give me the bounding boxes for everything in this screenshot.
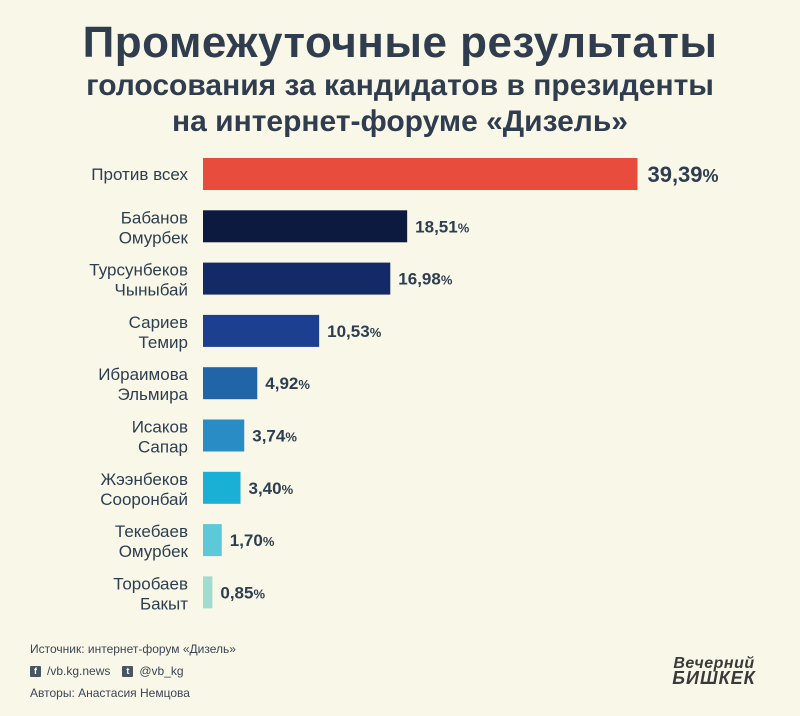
category-label: Сариев Темир — [129, 313, 188, 352]
category-label: Текебаев Омурбек — [115, 522, 189, 561]
authors-text: Авторы: Анастасия Немцова — [30, 686, 190, 700]
value-label: 4,92% — [265, 374, 310, 393]
category-label: Турсунбеков Чыныбай — [89, 261, 188, 300]
value-label: 18,51% — [415, 217, 470, 236]
twitter-icon: t — [122, 665, 134, 677]
bar — [203, 524, 222, 557]
category-label: Торобаев Бакыт — [113, 574, 188, 613]
logo-line-2: БИШКЕК — [672, 668, 756, 688]
bar — [203, 576, 213, 609]
title-line-3: на интернет-форуме «Дизель» — [172, 105, 628, 138]
bar — [203, 314, 320, 347]
bar — [203, 262, 391, 295]
value-label: 16,98% — [398, 270, 453, 289]
category-label: Против всех — [91, 165, 188, 184]
vecherniy-bishkek-logo: Вечерний БИШКЕК — [654, 655, 774, 688]
value-label: 39,39% — [647, 162, 718, 187]
value-label: 10,53% — [327, 322, 382, 341]
value-label: 0,85% — [220, 583, 265, 602]
facebook-icon: f — [30, 665, 41, 677]
facebook-link[interactable]: /vb.kg.news — [47, 664, 111, 678]
value-label: 3,74% — [252, 427, 297, 446]
footer: Источник: интернет-форум «Дизель» f /vb.… — [30, 638, 236, 704]
title-line-2: голосования за кандидатов в президенты — [86, 69, 714, 102]
category-label: Бабанов Омурбек — [119, 208, 189, 247]
bar — [203, 367, 258, 400]
bar — [203, 471, 241, 504]
bar — [203, 210, 408, 243]
source-text: Источник: интернет-форум «Дизель» — [30, 642, 236, 656]
value-label: 1,70% — [230, 531, 275, 550]
title-line-1: Промежуточные результаты — [82, 18, 718, 67]
bar — [203, 158, 638, 190]
bar — [203, 419, 245, 452]
logo-line-1: Вечерний — [673, 655, 755, 672]
twitter-link[interactable]: @vb_kg — [139, 664, 184, 678]
chart-title: Промежуточные результаты голосования за … — [0, 18, 800, 140]
value-label: 3,40% — [249, 479, 294, 498]
social-links: f /vb.kg.news t @vb_kg — [30, 660, 236, 682]
category-label: Исаков Сапар — [132, 418, 188, 457]
category-label: Ибраимова Эльмира — [98, 365, 188, 404]
category-label: Жээнбеков Сооронбай — [100, 470, 188, 509]
